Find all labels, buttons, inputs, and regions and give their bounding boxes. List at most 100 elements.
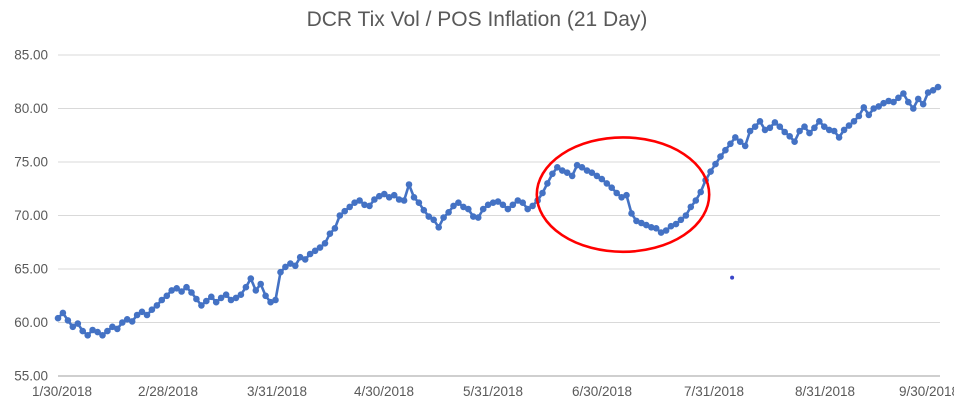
data-point-marker — [198, 302, 205, 309]
data-point-marker — [643, 221, 650, 229]
data-point-marker — [252, 287, 260, 294]
data-point-marker — [786, 133, 793, 140]
data-point-marker — [336, 212, 344, 219]
x-axis-tick-label: 9/30/2018 — [899, 384, 954, 399]
data-point-marker — [326, 230, 334, 237]
data-point-marker — [855, 112, 863, 120]
y-axis-tick-label: 85.00 — [14, 48, 48, 63]
data-point-marker — [667, 222, 675, 230]
data-point-marker — [390, 191, 398, 199]
data-point-marker — [895, 94, 902, 102]
data-point-marker — [163, 292, 171, 300]
data-point-marker — [237, 291, 245, 299]
data-point-marker — [499, 201, 507, 209]
x-axis-tick-label: 1/30/2018 — [32, 384, 92, 399]
data-point-marker — [791, 138, 798, 145]
data-point-marker — [208, 293, 215, 301]
data-point-marker — [262, 292, 269, 300]
data-point-marker — [830, 127, 838, 135]
data-point-marker — [657, 229, 665, 236]
data-point-marker — [410, 194, 418, 201]
data-point-marker — [603, 180, 611, 187]
chart-title: DCR Tix Vol / POS Inflation (21 Day) — [306, 8, 648, 31]
data-point-marker — [188, 289, 195, 296]
data-point-marker — [470, 213, 477, 220]
data-point-marker — [94, 328, 101, 336]
data-point-marker — [445, 209, 452, 216]
data-point-marker — [504, 205, 512, 213]
data-point-marker — [395, 196, 403, 203]
data-point-marker — [687, 203, 695, 211]
data-point-marker — [479, 205, 487, 213]
data-point-marker — [662, 227, 670, 234]
data-point-marker — [361, 201, 368, 209]
data-point-marker — [84, 332, 91, 339]
data-point-marker — [628, 210, 635, 217]
data-point-marker — [420, 206, 428, 214]
data-point-marker — [296, 253, 304, 261]
data-point-marker — [563, 169, 571, 176]
data-point-marker — [875, 103, 882, 110]
data-point-marker — [227, 296, 235, 304]
data-point-marker — [722, 146, 729, 154]
data-point-marker — [450, 202, 457, 210]
data-point-marker — [193, 295, 200, 303]
x-axis-tick-label: 4/30/2018 — [354, 384, 414, 399]
stray-data-dot — [730, 275, 735, 280]
data-point-marker — [697, 188, 704, 196]
data-point-marker — [89, 326, 96, 334]
data-point-marker — [524, 205, 531, 213]
data-point-marker — [119, 319, 126, 326]
data-point-marker — [474, 214, 482, 221]
data-point-marker — [381, 190, 388, 198]
data-point-marker — [509, 201, 517, 209]
data-point-marker — [608, 184, 615, 191]
data-point-marker — [435, 224, 443, 231]
data-point-marker — [919, 100, 927, 108]
data-point-marker — [806, 129, 813, 137]
data-point-marker — [905, 98, 912, 106]
data-point-marker — [341, 207, 349, 215]
data-point-marker — [128, 318, 136, 325]
data-point-marker — [717, 153, 724, 160]
data-point-marker — [578, 164, 586, 171]
data-point-marker — [69, 323, 77, 331]
data-point-marker — [79, 327, 86, 335]
data-point-marker — [455, 199, 462, 206]
data-point-marker — [865, 111, 873, 119]
x-axis-tick-label: 5/31/2018 — [463, 384, 523, 399]
x-axis-tick-label: 8/31/2018 — [795, 384, 855, 399]
data-point-marker — [158, 296, 166, 304]
data-point-marker — [74, 320, 82, 327]
y-axis-tick-label: 60.00 — [14, 315, 48, 330]
data-point-marker — [247, 275, 255, 282]
data-point-marker — [153, 302, 161, 309]
data-point-marker — [732, 134, 739, 141]
data-point-marker — [840, 126, 848, 134]
data-point-marker — [114, 325, 121, 333]
x-axis-tick-label: 3/31/2018 — [247, 384, 307, 399]
data-point-marker — [494, 198, 502, 205]
y-axis-tick-label: 70.00 — [14, 208, 48, 223]
data-point-marker — [292, 262, 299, 270]
data-point-marker — [148, 306, 156, 314]
data-point-marker — [138, 308, 146, 316]
y-axis-tick-label: 65.00 — [14, 262, 48, 277]
data-point-marker — [544, 180, 551, 187]
data-point-marker — [465, 205, 472, 213]
data-point-marker — [529, 202, 536, 210]
data-point-marker — [104, 327, 111, 335]
data-point-marker — [425, 213, 433, 220]
data-point-marker — [99, 332, 106, 339]
data-point-marker — [133, 311, 141, 319]
data-point-marker — [123, 316, 131, 323]
data-point-marker — [880, 99, 887, 107]
data-point-marker — [811, 124, 818, 132]
data-point-marker — [143, 311, 151, 319]
data-point-marker — [222, 291, 230, 299]
data-point-marker — [934, 83, 942, 91]
data-point-marker — [316, 244, 324, 251]
data-point-marker — [850, 118, 858, 125]
